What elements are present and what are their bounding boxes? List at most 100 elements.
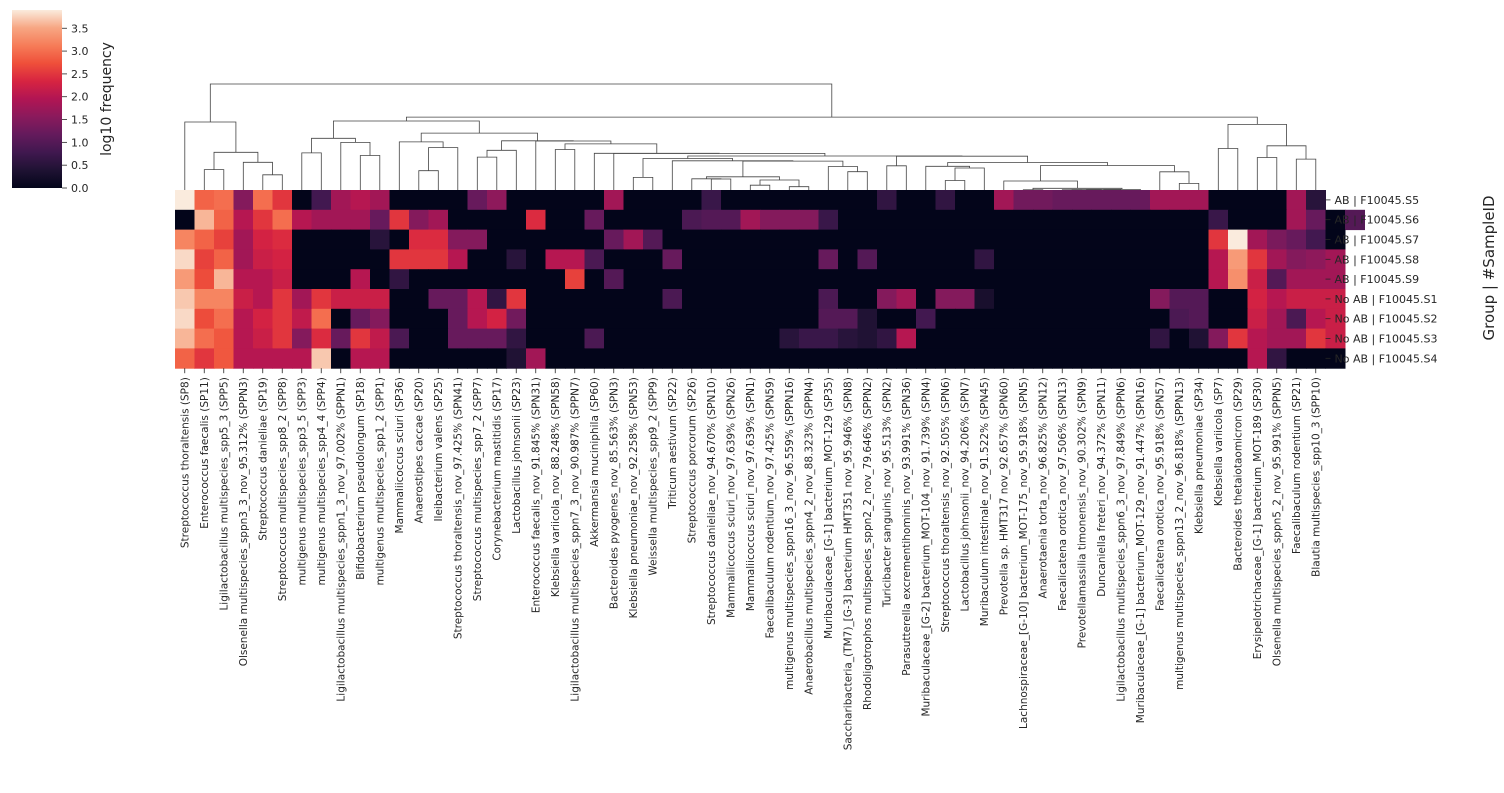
heatmap-cell [643,249,663,269]
heatmap-cell [409,269,429,289]
heatmap-cell [253,289,273,309]
heatmap-cell [1306,289,1326,309]
heatmap-cell [351,249,371,269]
heatmap-cell [1267,348,1287,368]
heatmap-cell [1170,348,1190,368]
heatmap-cell [741,190,761,210]
heatmap-cell [312,309,332,329]
heatmap-cell [955,329,975,349]
heatmap-cell [663,269,683,289]
heatmap-cell [253,210,273,230]
heatmap-cell [409,190,429,210]
heatmap-cell [409,249,429,269]
colorbar-tick-label: 3.5 [71,22,89,35]
row-label: AB | F10045.S7 [1335,234,1420,247]
heatmap-cell [390,269,410,289]
heatmap-cell [273,210,293,230]
dendrogram-link [711,179,731,190]
heatmap-cell [507,269,527,289]
heatmap-cell [1306,329,1326,349]
column-label: Lactobacillus johnsonii (SP23) [511,377,523,534]
heatmap-cell [1189,289,1209,309]
heatmap-cell [1248,190,1268,210]
heatmap-cell [1092,289,1112,309]
heatmap-cell [1053,249,1073,269]
colorbar-tick-label: 2.5 [71,68,89,81]
heatmap-cell [214,269,234,289]
heatmap-cell [858,230,878,250]
column-label: multigenus multispecies_spp4_4 (SPP4) [316,377,328,585]
heatmap-cell [292,190,312,210]
heatmap-cell [234,289,254,309]
heatmap-cell [1267,210,1287,230]
dendrogram-link [633,177,653,190]
heatmap-cell [838,289,858,309]
column-label: Anaerobacillus multispecies_sppn4_2_nov_… [803,377,815,695]
heatmap-cell [975,190,995,210]
heatmap-cell [819,348,839,368]
heatmap-cell [604,210,624,230]
heatmap-cell [643,309,663,329]
heatmap-cell [1209,210,1229,230]
dendrogram-link [750,185,770,190]
column-label: Duncaniella freteri_nov_94.372% (SPN11) [1096,377,1108,597]
heatmap-cell [195,230,215,250]
heatmap-cell [253,230,273,250]
heatmap-cell [1248,269,1268,289]
heatmap-cell [780,230,800,250]
heatmap-cell [429,348,449,368]
heatmap-cell [1150,269,1170,289]
heatmap-cell [936,269,956,289]
heatmap-grid [175,190,1365,369]
heatmap-cell [1053,230,1073,250]
heatmap-cell [936,329,956,349]
heatmap-cell [526,269,546,289]
heatmap-cell [1072,289,1092,309]
heatmap-cell [273,190,293,210]
heatmap-cell [1150,309,1170,329]
heatmap-cell [273,309,293,329]
heatmap-cell [936,230,956,250]
heatmap-cell [1248,309,1268,329]
heatmap-cell [526,210,546,230]
heatmap-cell [1267,329,1287,349]
heatmap-cell [175,230,195,250]
heatmap-cell [955,269,975,289]
heatmap-cell [175,309,195,329]
heatmap-cell [1014,269,1034,289]
heatmap-cell [507,230,527,250]
heatmap-cell [214,249,234,269]
heatmap-cell [468,289,488,309]
heatmap-cell [741,309,761,329]
column-label: Streptococcus multispecies_spp8_2 (SPP8) [277,377,289,601]
heatmap-cell [448,249,468,269]
heatmap-cell [1014,348,1034,368]
heatmap-cell [175,210,195,230]
heatmap-cell [448,329,468,349]
column-label: Anaerotaenia torta_nov_96.825% (SPN12) [1037,377,1049,598]
column-label: Faecalicatena orotica_nov_97.506% (SPN13… [1057,377,1069,611]
heatmap-cell [1111,190,1131,210]
heatmap-cell [195,190,215,210]
dendrogram-link [848,172,868,190]
heatmap-cell [916,190,936,210]
heatmap-cell [487,329,507,349]
dendrogram-link [887,166,907,190]
heatmap-cell [916,230,936,250]
heatmap-cell [429,329,449,349]
column-label: Klebsiella pneumoniae (SP34) [1193,377,1205,534]
column-label: Anaerostipes caccae (SP20) [413,377,425,523]
heatmap-cell [175,269,195,289]
heatmap-cell [351,289,371,309]
heatmap-cell [741,210,761,230]
heatmap-cell [312,329,332,349]
heatmap-cell [1228,249,1248,269]
heatmap-cell [1170,309,1190,329]
heatmap-cell [1150,190,1170,210]
heatmap-cell [741,249,761,269]
heatmap-cell [760,348,780,368]
heatmap-cell [331,249,351,269]
heatmap-cell [1306,348,1326,368]
heatmap-cell [175,348,195,368]
heatmap-cell [429,190,449,210]
